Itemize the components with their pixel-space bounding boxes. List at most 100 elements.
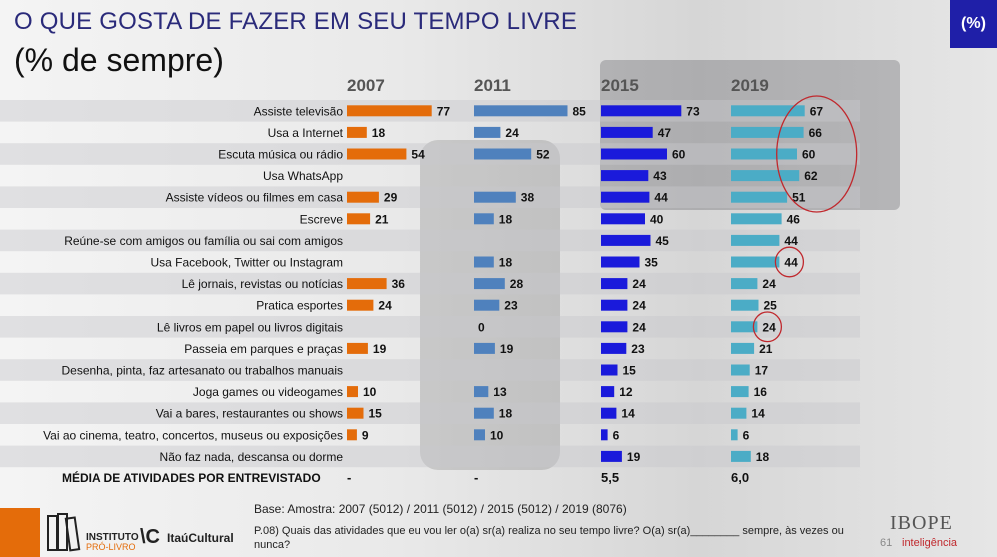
row-stripe xyxy=(0,359,860,381)
data-label: 44 xyxy=(784,234,798,248)
data-label: 21 xyxy=(375,212,389,226)
year-header: 2007 xyxy=(347,76,385,95)
bar-2019 xyxy=(731,191,788,203)
year-header: 2011 xyxy=(474,76,511,95)
page-subtitle: (% de sempre) xyxy=(14,42,224,78)
category-label: Desenha, pinta, faz artesanato ou trabal… xyxy=(61,364,343,378)
data-label: 60 xyxy=(802,148,816,162)
data-label: 77 xyxy=(437,104,451,118)
category-label: Escuta música ou rádio xyxy=(218,148,343,162)
bar-2019 xyxy=(731,407,747,419)
row-stripe xyxy=(0,402,860,424)
bar-2019 xyxy=(731,105,805,117)
data-label: 24 xyxy=(632,320,646,334)
data-label: 24 xyxy=(762,277,776,291)
summary-value: 6,0 xyxy=(731,470,749,485)
data-label: 9 xyxy=(362,428,369,442)
data-label: 21 xyxy=(759,342,773,356)
highlight-circle xyxy=(776,95,858,213)
category-label: Escreve xyxy=(300,212,344,226)
data-label: 62 xyxy=(804,169,818,183)
ibope-logo: IBOPE xyxy=(890,512,953,534)
data-label: 67 xyxy=(810,104,824,118)
bar-2011 xyxy=(474,278,505,290)
highlight-circle xyxy=(752,311,783,343)
bar-2015 xyxy=(601,126,653,138)
category-label: Não faz nada, descansa ou dorme xyxy=(160,450,344,464)
category-label: Vai a bares, restaurantes ou shows xyxy=(156,407,343,421)
bar-2019 xyxy=(731,429,738,441)
bar-2015 xyxy=(601,407,617,419)
data-label: 17 xyxy=(755,364,769,378)
data-label: 25 xyxy=(764,299,778,313)
data-label: 29 xyxy=(384,191,398,205)
data-label: 0 xyxy=(478,320,485,334)
data-label: 15 xyxy=(623,364,637,378)
category-label: Reúne-se com amigos ou família ou sai co… xyxy=(64,234,343,248)
bar-2019 xyxy=(731,126,804,138)
category-label: Usa a Internet xyxy=(268,126,344,140)
data-label: 38 xyxy=(521,191,535,205)
data-label: 18 xyxy=(372,126,386,140)
bar-2011 xyxy=(474,191,516,203)
data-label: 13 xyxy=(493,385,507,399)
data-label: 54 xyxy=(411,148,425,162)
bar-2019 xyxy=(731,386,749,398)
category-label: Usa WhatsApp xyxy=(263,169,343,183)
data-label: 10 xyxy=(363,385,377,399)
category-label: Assiste televisão xyxy=(254,104,344,118)
bar-2011 xyxy=(474,299,500,311)
bar-2007 xyxy=(347,148,407,160)
data-label: 45 xyxy=(656,234,670,248)
data-label: 73 xyxy=(686,104,700,118)
bar-2011 xyxy=(474,148,532,160)
data-label: 19 xyxy=(627,450,641,464)
bar-2015 xyxy=(601,234,651,246)
pro-livro-label: PRÓ-LIVRO xyxy=(86,542,136,552)
data-label: 6 xyxy=(613,428,620,442)
data-label: 28 xyxy=(510,277,524,291)
category-label: Usa Facebook, Twitter ou Instagram xyxy=(150,256,343,270)
bar-2019 xyxy=(731,148,797,160)
category-label: Assiste vídeos ou filmes em casa xyxy=(166,191,344,205)
row-stripe xyxy=(0,445,860,468)
instituto-label: INSTITUTO xyxy=(86,532,139,543)
bar-2007 xyxy=(347,342,368,354)
summary-value: - xyxy=(474,470,478,485)
question-note: P.08) Quais das atividades que eu vou le… xyxy=(254,525,844,551)
category-label: Lê livros em papel ou livros digitais xyxy=(157,320,343,334)
data-label: 15 xyxy=(369,407,383,421)
summary-value: 5,5 xyxy=(601,470,619,485)
data-label: 19 xyxy=(373,342,387,356)
bar-2007 xyxy=(347,407,364,419)
bar-2015 xyxy=(601,342,627,354)
sample-base-note: Base: Amostra: 2007 (5012) / 2011 (5012)… xyxy=(254,502,627,516)
itau-cultural-logo: ItaúCultural xyxy=(167,531,234,545)
row-stripe xyxy=(0,272,860,295)
bar-2015 xyxy=(601,364,618,376)
bar-2015 xyxy=(601,256,640,268)
bar-2015 xyxy=(601,429,608,441)
bar-2019 xyxy=(731,213,782,225)
category-label: Lê jornais, revistas ou notícias xyxy=(182,277,343,291)
data-label: 10 xyxy=(490,428,504,442)
year-header: 2019 xyxy=(731,76,769,95)
data-label: 52 xyxy=(536,148,550,162)
bar-2015 xyxy=(601,299,628,311)
books-logo-icon xyxy=(47,513,81,552)
data-label: 47 xyxy=(658,126,672,140)
data-label: 36 xyxy=(392,277,406,291)
summary-label: MÉDIA DE ATIVIDADES POR ENTREVISTADO xyxy=(62,470,321,485)
data-label: 24 xyxy=(378,299,392,313)
bar-2007 xyxy=(347,191,379,203)
itau-cultural-mark-icon: \C xyxy=(140,526,160,548)
bar-2007 xyxy=(347,299,374,311)
data-label: 24 xyxy=(505,126,519,140)
bar-2011 xyxy=(474,126,501,138)
bar-2019 xyxy=(731,299,759,311)
summary-value: - xyxy=(347,470,351,485)
data-label: 66 xyxy=(809,126,823,140)
data-label: 18 xyxy=(756,450,770,464)
year-header: 2015 xyxy=(601,76,639,95)
data-label: 16 xyxy=(754,385,768,399)
